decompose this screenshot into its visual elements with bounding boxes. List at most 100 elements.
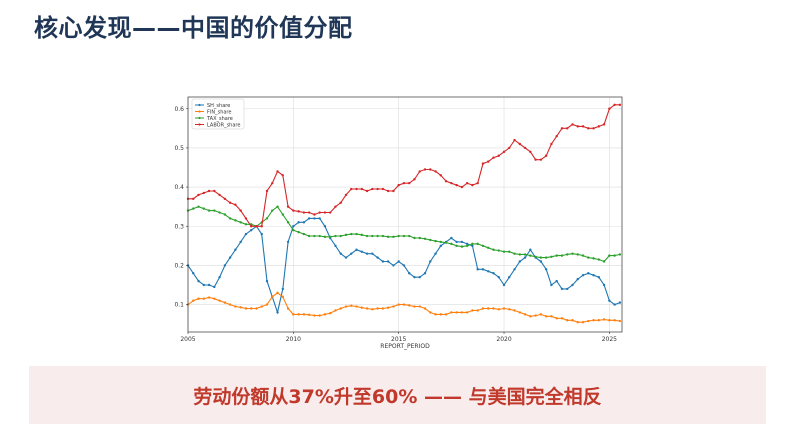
data-point-SH_share (397, 260, 400, 263)
data-point-LABOR_share (355, 187, 358, 191)
data-point-LABOR_share (202, 191, 206, 195)
data-point-SH_share (523, 256, 527, 259)
data-point-LABOR_share (228, 201, 232, 204)
data-point-LABOR_share (476, 181, 479, 185)
data-point-LABOR_share (444, 180, 448, 183)
data-point-LABOR_share (460, 185, 464, 189)
data-point-SH_share (423, 272, 427, 275)
data-point-FIN_share (339, 307, 342, 310)
data-point-SH_share (413, 275, 416, 279)
data-point-FIN_share (534, 314, 537, 317)
data-point-FIN_share (376, 307, 379, 310)
data-point-FIN_share (608, 319, 611, 322)
data-point-SH_share (244, 232, 248, 236)
data-point-FIN_share (307, 313, 311, 316)
data-point-SH_share (239, 240, 242, 244)
data-point-FIN_share (555, 317, 558, 320)
data-point-TAX_share (397, 234, 400, 238)
data-point-SH_share (302, 221, 306, 224)
data-point-LABOR_share (481, 162, 485, 165)
data-point-SH_share (371, 252, 374, 255)
data-point-TAX_share (355, 232, 358, 236)
data-point-FIN_share (523, 313, 527, 316)
legend-marker-SH_share (198, 103, 201, 107)
data-point-TAX_share (213, 209, 216, 212)
data-point-TAX_share (465, 244, 469, 248)
data-point-LABOR_share (255, 225, 258, 228)
data-point-FIN_share (255, 307, 258, 310)
data-point-TAX_share (271, 209, 274, 212)
data-point-TAX_share (413, 236, 416, 240)
data-point-FIN_share (234, 305, 237, 308)
data-point-SH_share (386, 260, 390, 263)
data-point-FIN_share (355, 305, 358, 308)
data-point-LABOR_share (439, 174, 443, 177)
data-point-SH_share (429, 260, 432, 263)
data-point-FIN_share (508, 308, 511, 311)
data-point-LABOR_share (544, 154, 548, 157)
data-point-FIN_share (344, 305, 348, 308)
data-point-LABOR_share (197, 193, 200, 197)
data-point-FIN_share (429, 311, 432, 314)
data-point-FIN_share (292, 313, 295, 316)
data-point-TAX_share (544, 256, 548, 259)
data-point-TAX_share (307, 234, 311, 238)
data-point-SH_share (581, 274, 585, 277)
data-point-TAX_share (555, 254, 558, 257)
data-point-LABOR_share (297, 210, 300, 213)
data-point-LABOR_share (550, 142, 553, 146)
legend-label-TAX_share: TAX_share (206, 116, 233, 122)
data-point-TAX_share (418, 236, 421, 240)
data-point-SH_share (555, 279, 558, 283)
data-point-TAX_share (450, 242, 453, 246)
data-point-LABOR_share (497, 154, 500, 157)
data-point-TAX_share (302, 232, 306, 236)
data-point-TAX_share (492, 248, 495, 251)
data-point-SH_share (228, 256, 232, 259)
data-point-TAX_share (197, 205, 200, 208)
data-point-LABOR_share (413, 178, 416, 181)
data-point-FIN_share (481, 307, 485, 310)
data-point-TAX_share (244, 223, 248, 226)
data-point-FIN_share (618, 319, 622, 323)
data-point-TAX_share (281, 213, 285, 216)
data-point-LABOR_share (523, 146, 527, 150)
data-point-FIN_share (397, 303, 400, 306)
data-point-LABOR_share (487, 160, 490, 163)
data-point-TAX_share (460, 245, 464, 248)
data-point-FIN_share (323, 313, 327, 316)
data-point-FIN_share (613, 319, 616, 322)
data-point-FIN_share (297, 313, 300, 316)
data-point-TAX_share (581, 254, 585, 257)
data-point-LABOR_share (381, 187, 385, 191)
data-point-FIN_share (265, 303, 269, 306)
data-point-LABOR_share (307, 211, 311, 214)
data-point-SH_share (618, 301, 622, 304)
x-tick-label: 2010 (286, 336, 301, 343)
data-point-TAX_share (534, 255, 537, 258)
data-point-SH_share (355, 248, 358, 251)
data-point-TAX_share (323, 235, 327, 239)
y-tick-label: 0.6 (174, 106, 184, 113)
data-point-TAX_share (360, 233, 364, 237)
data-point-SH_share (292, 225, 295, 228)
data-point-TAX_share (234, 219, 237, 222)
data-point-TAX_share (608, 254, 611, 257)
data-point-LABOR_share (423, 168, 427, 171)
data-point-SH_share (202, 283, 206, 287)
data-point-LABOR_share (334, 205, 337, 208)
data-point-FIN_share (434, 313, 437, 316)
data-point-SH_share (608, 299, 611, 302)
data-point-LABOR_share (360, 187, 364, 191)
data-point-FIN_share (286, 307, 290, 310)
data-point-LABOR_share (392, 189, 395, 193)
data-point-TAX_share (371, 234, 374, 238)
data-point-FIN_share (471, 309, 474, 312)
chart-svg: 2005 2010 2015 2020 2025 0.1 0.2 0.3 0.4 0.5 0.6 RE… (174, 96, 623, 350)
data-point-SH_share (592, 274, 595, 277)
data-point-SH_share (529, 248, 532, 251)
data-point-LABOR_share (566, 127, 569, 130)
data-point-SH_share (281, 287, 285, 291)
data-point-SH_share (492, 272, 495, 275)
data-point-LABOR_share (265, 189, 269, 193)
